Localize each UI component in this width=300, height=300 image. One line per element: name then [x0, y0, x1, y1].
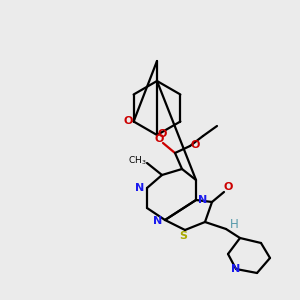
- Text: O: O: [154, 134, 164, 144]
- Text: CH$_3$: CH$_3$: [128, 155, 146, 167]
- Text: S: S: [179, 231, 187, 241]
- Text: O: O: [190, 140, 200, 150]
- Text: N: N: [198, 195, 208, 205]
- Text: O: O: [157, 129, 167, 139]
- Text: O: O: [223, 182, 233, 192]
- Text: N: N: [153, 216, 163, 226]
- Text: O: O: [124, 116, 133, 125]
- Text: H: H: [230, 218, 238, 232]
- Text: N: N: [135, 183, 145, 193]
- Text: N: N: [231, 264, 241, 274]
